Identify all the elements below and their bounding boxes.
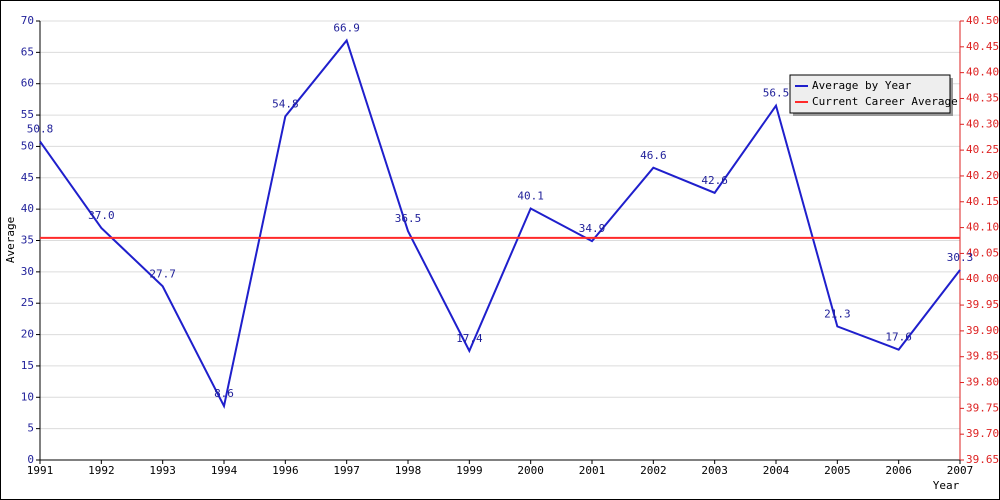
y-tick-label: 45 [21,171,34,184]
y2-tick-label: 39.90 [966,324,999,337]
y2-tick-label: 40.30 [966,117,999,130]
y2-tick-label: 39.80 [966,376,999,389]
legend-box [789,74,951,114]
data-label: 30.3 [947,251,974,264]
y2-tick-label: 39.95 [966,298,999,311]
y-tick-label: 65 [21,45,34,58]
x-tick-label: 2000 [517,464,544,477]
x-tick-label: 1993 [149,464,176,477]
y2-tick-label: 40.15 [966,195,999,208]
legend-label: Current Career Average [812,95,958,108]
data-label: 42.6 [701,174,728,187]
x-tick-label: 2002 [640,464,667,477]
y-axis-label: Average [4,217,17,263]
data-label: 17.4 [456,332,483,345]
x-tick-label: 1992 [88,464,115,477]
y-tick-label: 30 [21,265,34,278]
data-label: 34.9 [579,222,606,235]
data-label: 56.5 [763,87,790,100]
y-tick-label: 15 [21,359,34,372]
y2-tick-label: 40.25 [966,143,999,156]
x-tick-label: 1996 [272,464,299,477]
y-tick-label: 5 [27,422,34,435]
y2-tick-label: 40.40 [966,66,999,79]
x-tick-label: 2007 [947,464,974,477]
y2-tick-label: 40.45 [966,40,999,53]
x-tick-label: 1997 [333,464,360,477]
y-tick-label: 70 [21,14,34,27]
legend-label: Average by Year [812,79,912,92]
y2-tick-label: 40.50 [966,14,999,27]
data-label: 37.0 [88,209,115,222]
y2-tick-label: 40.00 [966,272,999,285]
y-tick-label: 40 [21,202,34,215]
x-tick-label: 2005 [824,464,851,477]
data-label: 21.3 [824,307,851,320]
y-tick-label: 50 [21,139,34,152]
data-label: 27.7 [149,267,176,280]
data-label: 66.9 [333,21,360,34]
data-label: 40.1 [517,190,544,203]
y2-tick-label: 39.75 [966,401,999,414]
y-tick-label: 20 [21,328,34,341]
y2-tick-label: 40.35 [966,91,999,104]
y-tick-label: 10 [21,390,34,403]
y2-tick-label: 39.65 [966,453,999,466]
y2-tick-label: 39.70 [966,427,999,440]
x-tick-label: 2003 [701,464,728,477]
x-tick-label: 2006 [885,464,912,477]
data-label: 54.8 [272,97,299,110]
x-tick-label: 2001 [579,464,606,477]
y-tick-label: 0 [27,453,34,466]
data-label: 46.6 [640,149,667,162]
y2-tick-label: 39.85 [966,350,999,363]
data-label: 8.6 [214,387,234,400]
data-label: 50.8 [27,122,54,135]
data-label: 36.5 [395,212,422,225]
y2-tick-label: 40.20 [966,169,999,182]
series-line [39,38,961,410]
y-tick-label: 25 [21,296,34,309]
x-tick-label: 1999 [456,464,483,477]
y-tick-label: 55 [21,108,34,121]
data-label: 17.6 [885,331,912,344]
y-tick-label: 35 [21,234,34,247]
x-axis-label: Year [933,479,960,492]
y-tick-label: 60 [21,77,34,90]
y2-tick-label: 40.10 [966,221,999,234]
x-tick-label: 1994 [211,464,238,477]
x-tick-label: 1998 [395,464,422,477]
y2-tick-label: 40.05 [966,246,999,259]
x-tick-label: 1991 [27,464,54,477]
x-tick-label: 2004 [763,464,790,477]
